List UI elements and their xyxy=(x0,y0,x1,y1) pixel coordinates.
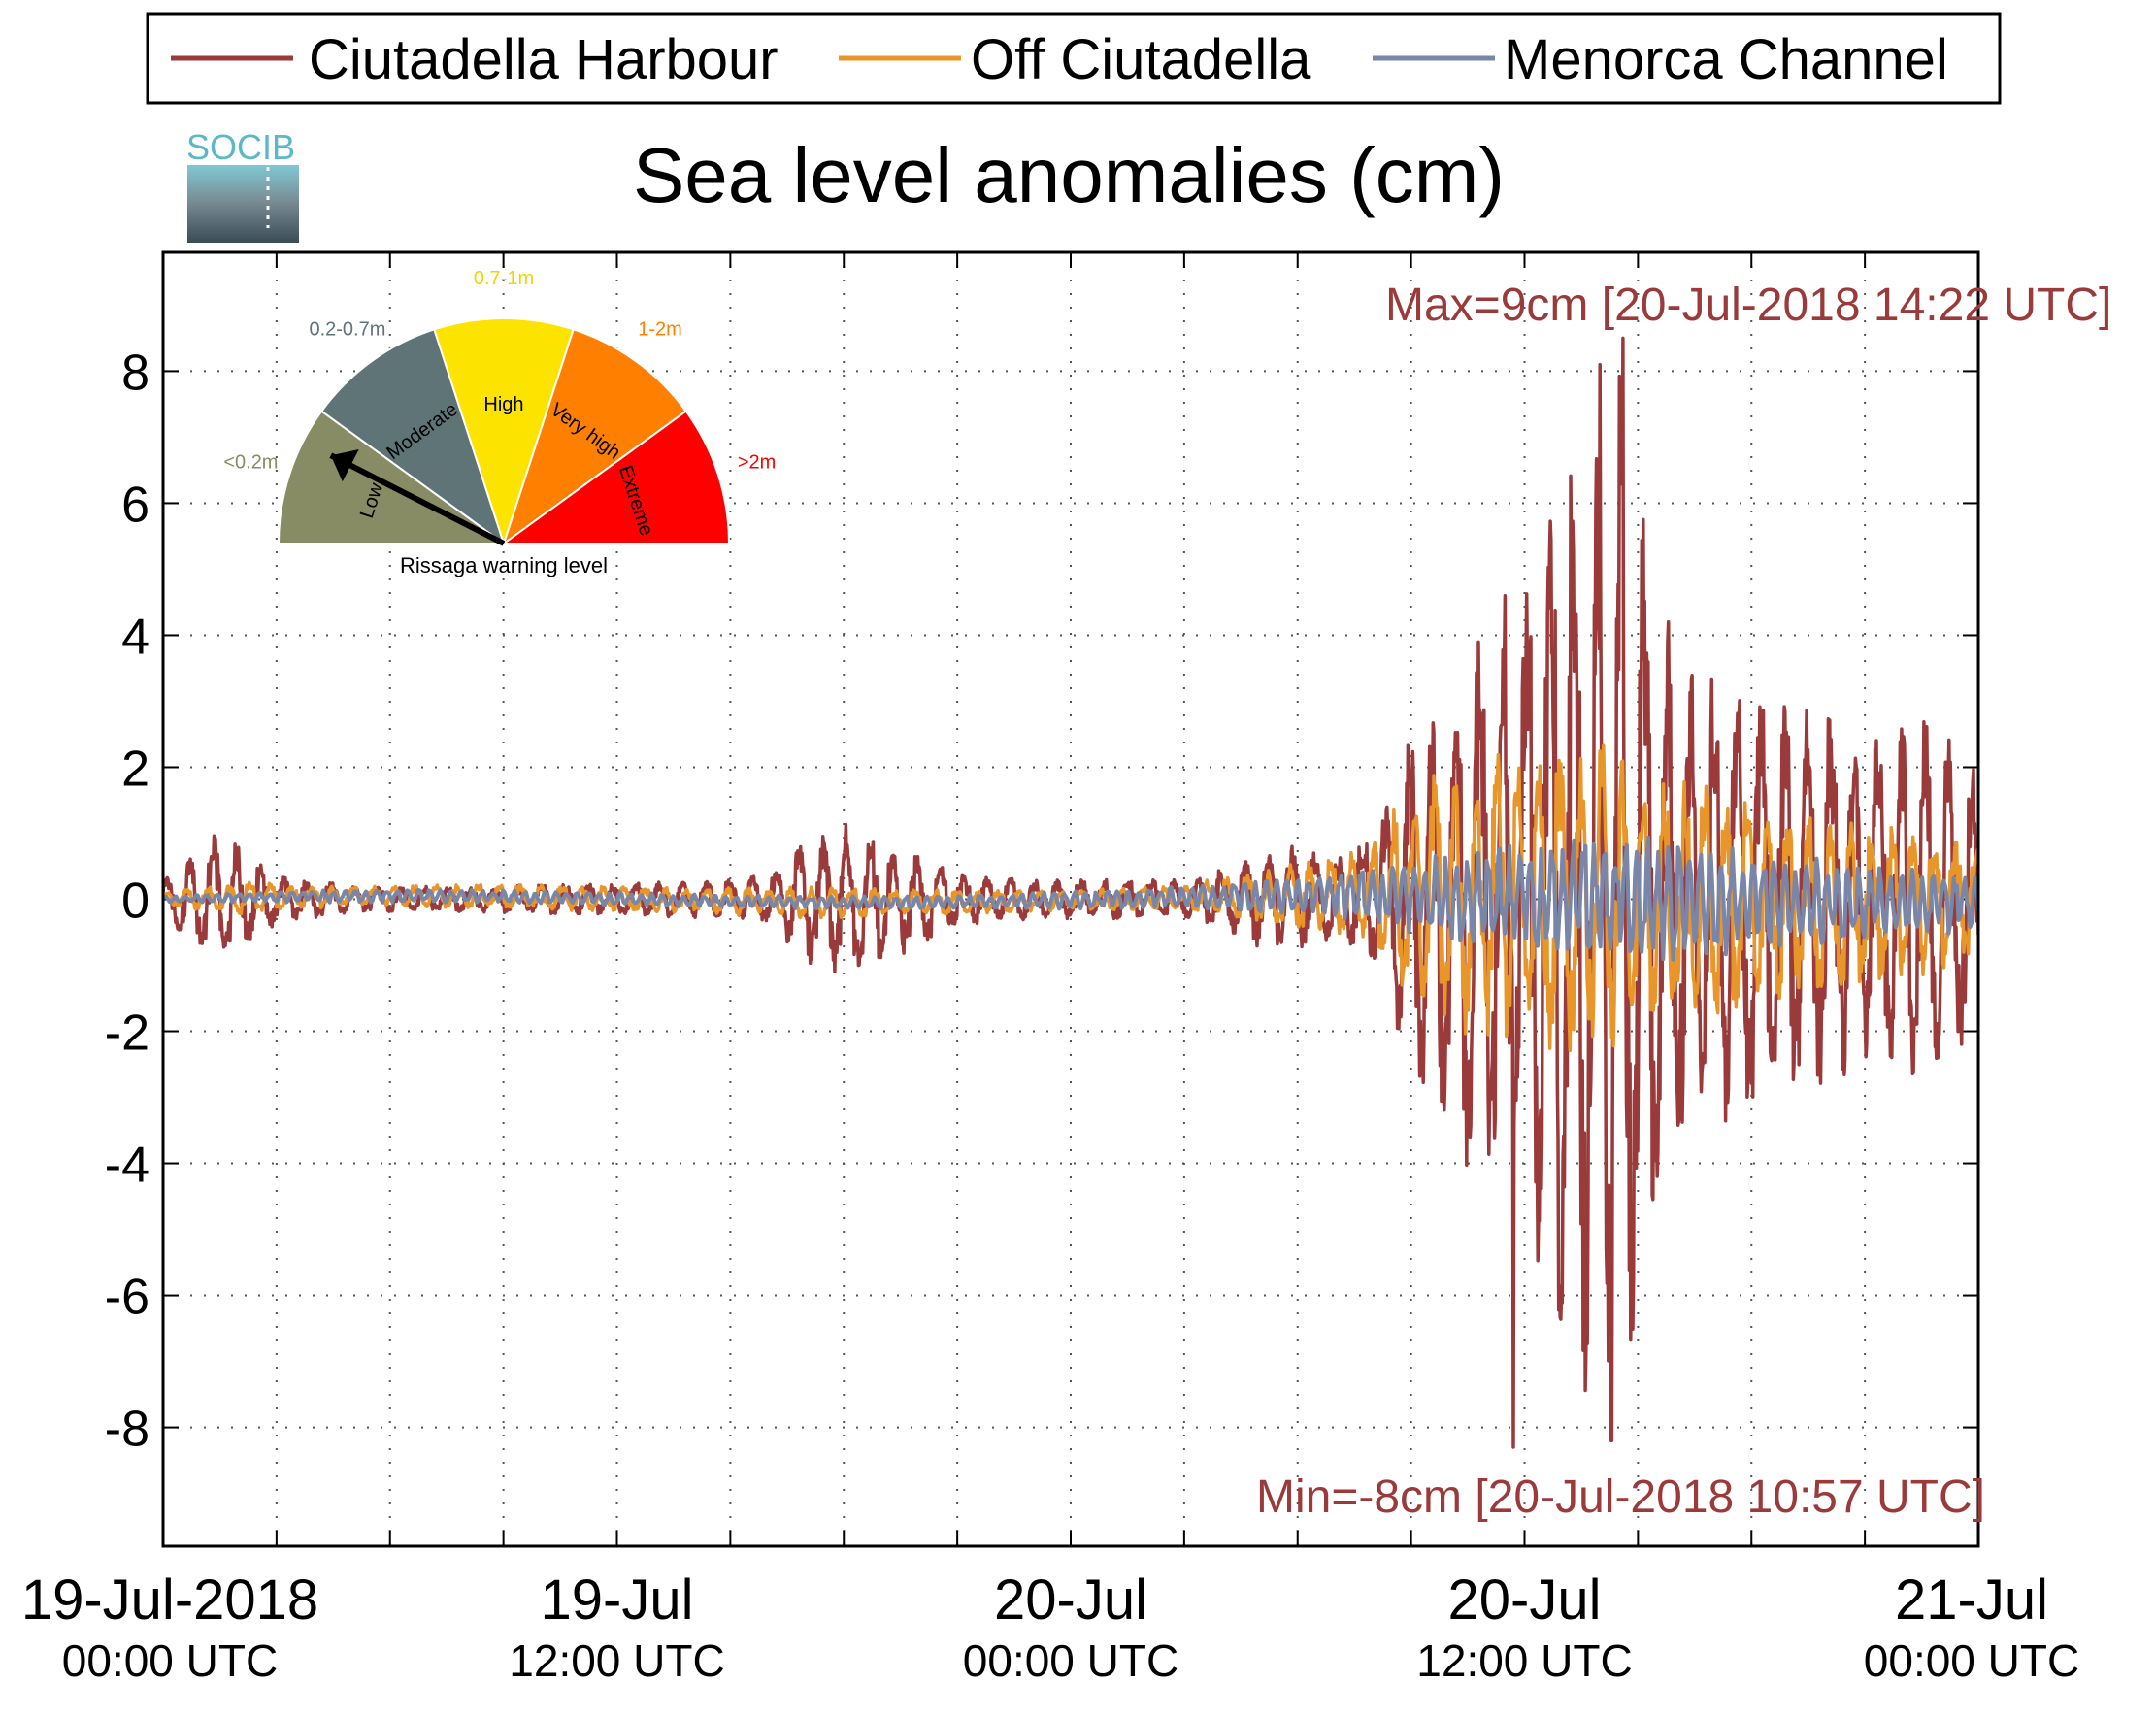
gauge-caption: Rissaga warning level xyxy=(400,553,608,577)
max-annotation: Max=9cm [20-Jul-2018 14:22 UTC] xyxy=(1385,280,2111,331)
x-tick-time-label: 00:00 UTC xyxy=(963,1635,1178,1686)
gauge-segment-moderate xyxy=(319,328,506,546)
y-tick-label: -2 xyxy=(105,1006,149,1062)
x-tick-date-label: 21-Jul xyxy=(1895,1568,2048,1632)
gauge-segment-very-high xyxy=(502,328,688,546)
gauge-segment-high xyxy=(433,317,575,547)
logo-text: SOCIB xyxy=(186,127,295,167)
gauge-needle xyxy=(329,452,506,546)
gauge-range-label: <0.2m xyxy=(223,451,278,473)
y-tick-label: 0 xyxy=(121,874,149,930)
x-tick-date-label: 19-Jul xyxy=(541,1568,694,1632)
series-line-menorca-channel xyxy=(163,836,1978,962)
gauge-segment-extreme xyxy=(500,410,731,544)
gauge-label: High xyxy=(483,394,523,415)
gauge-needle-head xyxy=(330,449,359,482)
y-tick-labels: -8 -6 -4 -2 0 2 4 6 8 xyxy=(105,345,149,1457)
legend: Ciutadella Harbour Off Ciutadella Menorc… xyxy=(146,12,2002,105)
min-annotation: Min=-8cm [20-Jul-2018 10:57 UTC] xyxy=(1256,1471,1985,1523)
gauge-segment-low xyxy=(277,410,508,544)
logo-block xyxy=(187,165,299,243)
series-group xyxy=(163,336,1978,1449)
chart-title: Sea level anomalies (cm) xyxy=(633,132,1505,218)
y-tick-label: -8 xyxy=(105,1402,149,1458)
socib-logo: SOCIB xyxy=(186,127,299,243)
x-tick-date-label: 20-Jul xyxy=(1448,1568,1602,1632)
gauge-range-label: 0.2-0.7m xyxy=(309,318,385,340)
x-tick-time-label: 12:00 UTC xyxy=(1416,1635,1632,1686)
y-tick-label: -6 xyxy=(105,1270,149,1326)
legend-label-ciutadella-harbour: Ciutadella Harbour xyxy=(309,28,779,91)
y-tick-label: 2 xyxy=(121,741,149,797)
gauge-range-label: 0.7-1m xyxy=(474,268,534,289)
gauge-range-label: >2m xyxy=(738,451,776,473)
x-tick-time-label: 00:00 UTC xyxy=(62,1635,278,1686)
y-tick-label: 8 xyxy=(121,345,149,401)
y-tick-label: -4 xyxy=(105,1138,149,1194)
legend-label-menorca-channel: Menorca Channel xyxy=(1504,28,1948,91)
y-tick-label: 4 xyxy=(121,609,149,665)
y-tick-label: 6 xyxy=(121,477,149,533)
legend-label-off-ciutadella: Off Ciutadella xyxy=(971,28,1311,91)
x-tick-time-label: 00:00 UTC xyxy=(1864,1635,2079,1686)
x-tick-date-label: 19-Jul-2018 xyxy=(21,1568,318,1632)
legend-box xyxy=(146,12,2002,105)
gauge-range-label: 1-2m xyxy=(638,318,682,340)
plot-frame-border xyxy=(161,250,1980,1548)
x-tick-time-label: 12:00 UTC xyxy=(509,1635,724,1686)
x-tick-date-label: 20-Jul xyxy=(994,1568,1147,1632)
